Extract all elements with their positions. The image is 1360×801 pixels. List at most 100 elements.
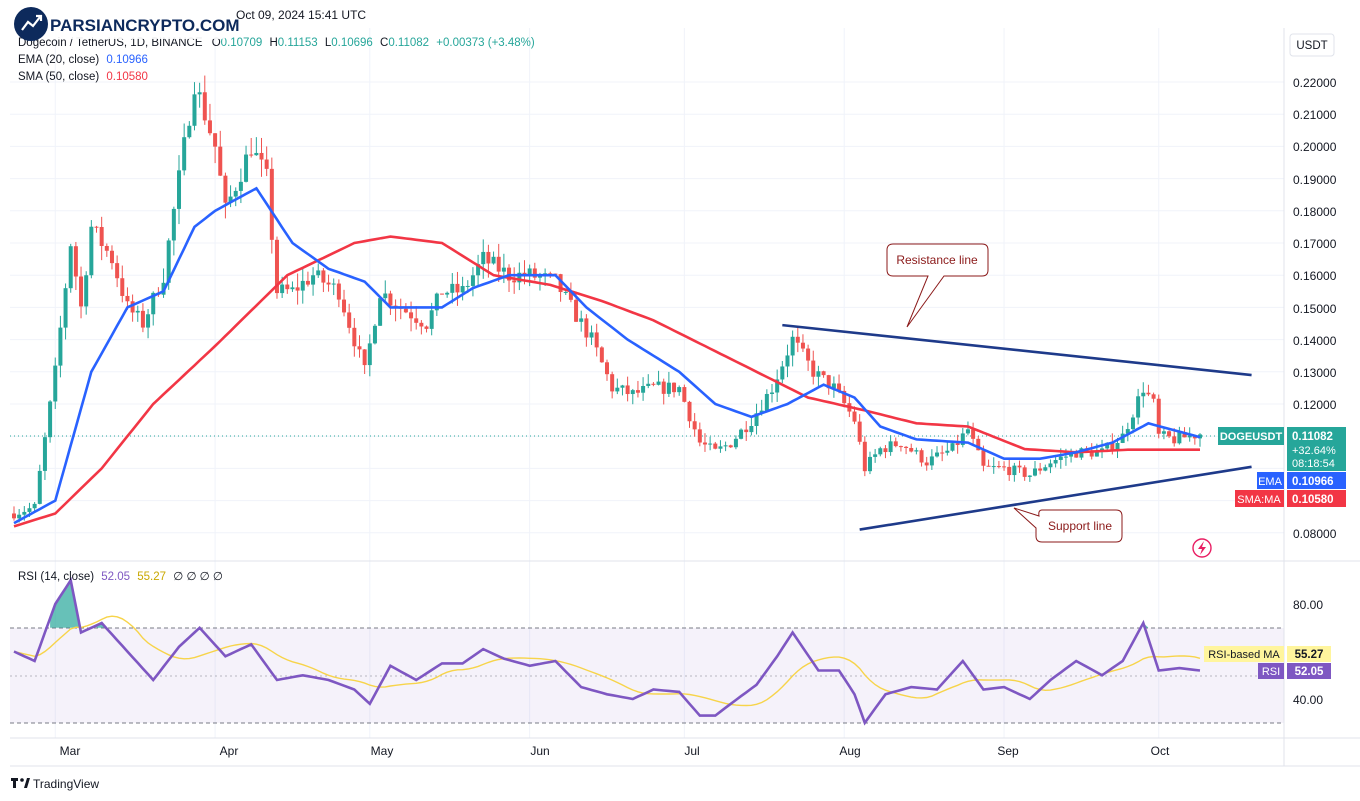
candle[interactable] — [940, 445, 945, 462]
currency-button[interactable] — [1289, 33, 1335, 57]
candle[interactable] — [929, 449, 934, 470]
candle[interactable] — [605, 359, 609, 381]
candle[interactable] — [254, 137, 259, 156]
candle[interactable] — [775, 369, 780, 402]
candle[interactable] — [770, 383, 775, 403]
candle[interactable] — [764, 389, 769, 411]
candle[interactable] — [919, 448, 924, 467]
candle[interactable] — [336, 279, 341, 308]
candle[interactable] — [89, 220, 94, 279]
candle[interactable] — [1177, 426, 1182, 445]
candle[interactable] — [713, 441, 718, 450]
candle[interactable] — [419, 320, 424, 335]
candle[interactable] — [1032, 460, 1037, 477]
candle[interactable] — [883, 445, 888, 459]
symbol-legend[interactable]: Dogecoin / TetherUS, 1D, BINANCE O0.1070… — [18, 37, 535, 49]
rsi-line[interactable] — [13, 576, 1201, 726]
candle[interactable] — [955, 434, 960, 454]
candle[interactable] — [274, 236, 279, 299]
candle[interactable] — [687, 400, 692, 428]
candle[interactable] — [867, 451, 872, 475]
candle[interactable] — [744, 421, 749, 441]
candle[interactable] — [367, 334, 372, 377]
sma-legend[interactable]: SMA (50, close) 0.10580 — [18, 71, 148, 83]
candle[interactable] — [342, 289, 347, 317]
candle[interactable] — [1002, 461, 1007, 471]
candle[interactable] — [594, 323, 599, 357]
candle[interactable] — [599, 346, 604, 363]
candle[interactable] — [223, 172, 228, 219]
candle[interactable] — [1048, 459, 1053, 474]
candle[interactable] — [893, 437, 898, 448]
candle[interactable] — [646, 374, 651, 389]
candle[interactable] — [630, 388, 635, 405]
candle[interactable] — [615, 378, 620, 395]
candle[interactable] — [960, 428, 965, 448]
candle[interactable] — [130, 294, 135, 322]
candle[interactable] — [728, 444, 733, 449]
candle[interactable] — [1136, 388, 1141, 425]
candle[interactable] — [269, 157, 274, 254]
candle[interactable] — [800, 334, 805, 353]
candle[interactable] — [1022, 465, 1027, 481]
candle[interactable] — [512, 267, 517, 294]
candle[interactable] — [1146, 384, 1151, 397]
candle[interactable] — [213, 133, 218, 164]
candle[interactable] — [109, 245, 114, 270]
candle[interactable] — [42, 432, 47, 480]
candle[interactable] — [104, 243, 109, 257]
candle[interactable] — [414, 306, 419, 330]
sma-line[interactable] — [13, 235, 1200, 528]
candle[interactable] — [357, 335, 362, 358]
candle[interactable] — [790, 330, 795, 367]
support-trendline[interactable] — [859, 465, 1252, 531]
candle[interactable] — [914, 447, 919, 455]
candle[interactable] — [904, 445, 909, 455]
candle[interactable] — [935, 446, 940, 458]
candle[interactable] — [192, 82, 197, 131]
candle[interactable] — [589, 325, 594, 345]
candle[interactable] — [434, 292, 439, 316]
candle[interactable] — [63, 283, 68, 340]
candle[interactable] — [424, 325, 429, 333]
candle[interactable] — [965, 421, 970, 436]
candle[interactable] — [702, 433, 707, 452]
candle[interactable] — [780, 360, 785, 384]
candle[interactable] — [996, 460, 1001, 469]
resistance-trendline[interactable] — [782, 323, 1252, 377]
candle[interactable] — [120, 265, 125, 303]
candle[interactable] — [795, 326, 800, 353]
candle[interactable] — [1038, 462, 1043, 475]
time-axis[interactable]: Mar Apr May Jun Jul Aug Sep Oct — [60, 744, 1170, 758]
candle[interactable] — [53, 357, 58, 410]
candle[interactable] — [708, 436, 713, 451]
candle[interactable] — [491, 251, 496, 265]
candle[interactable] — [372, 323, 377, 345]
candle[interactable] — [295, 273, 300, 305]
candle[interactable] — [347, 303, 352, 334]
candle[interactable] — [785, 344, 790, 378]
candle[interactable] — [177, 155, 182, 225]
candle[interactable] — [99, 216, 104, 261]
candle[interactable] — [171, 206, 176, 256]
candle[interactable] — [146, 309, 151, 339]
candle[interactable] — [635, 380, 640, 398]
candle[interactable] — [12, 506, 16, 521]
candle[interactable] — [898, 445, 903, 452]
tradingview-footer[interactable]: TradingView — [11, 777, 99, 791]
candle[interactable] — [878, 446, 883, 457]
rsi-axis[interactable]: 80.00 40.00 RSI-based MA 55.27 RSI 52.05 — [1204, 598, 1331, 707]
candle[interactable] — [584, 314, 589, 347]
candle[interactable] — [1012, 462, 1017, 482]
candle[interactable] — [79, 266, 84, 319]
candle[interactable] — [197, 82, 202, 108]
candle[interactable] — [362, 349, 367, 375]
candle[interactable] — [326, 274, 331, 292]
candle[interactable] — [733, 435, 738, 450]
lightning-icon[interactable] — [1192, 538, 1212, 558]
candle[interactable] — [971, 422, 976, 445]
candle[interactable] — [84, 271, 89, 315]
candle[interactable] — [352, 318, 357, 357]
candle[interactable] — [986, 459, 991, 467]
candle[interactable] — [73, 241, 78, 291]
